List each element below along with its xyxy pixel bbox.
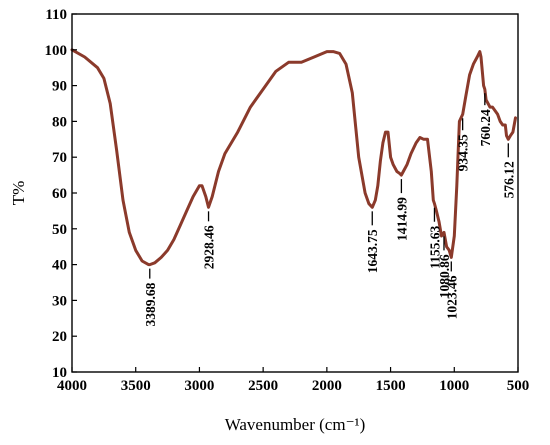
x-tick-label: 1000	[439, 378, 469, 394]
series-line	[70, 48, 517, 267]
y-axis-title: T%	[9, 181, 28, 206]
y-tick-label: 90	[52, 79, 67, 95]
y-tick-label: 110	[45, 7, 67, 23]
x-tick-label: 4000	[57, 378, 87, 394]
peak-label: 3389.68	[143, 282, 158, 326]
y-tick-label: 80	[52, 114, 67, 130]
x-tick-label: 2000	[312, 378, 342, 394]
x-tick-label: 500	[507, 378, 530, 394]
x-tick-label: 3000	[184, 378, 214, 394]
y-tick-label: 20	[52, 329, 67, 345]
y-tick-label: 100	[45, 43, 68, 59]
x-tick-label: 2500	[248, 378, 278, 394]
x-tick-label: 1500	[376, 378, 406, 394]
peak-label: 1643.75	[365, 229, 380, 273]
peak-label: 1155.63	[427, 226, 442, 269]
plot-area	[70, 48, 517, 267]
y-tick-label: 10	[52, 365, 67, 381]
x-axis-title: Wavenumber (cm⁻¹)	[225, 415, 366, 434]
peak-label: 934.35	[456, 134, 471, 171]
y-tick-label: 40	[52, 258, 67, 274]
y-axis: 10 20 30 40 50 60 70 80 90 100 110	[45, 7, 77, 381]
y-tick-label: 60	[52, 186, 67, 202]
peak-label: 2928.46	[202, 225, 217, 269]
peak-label: 1023.46	[444, 275, 459, 319]
y-tick-label: 30	[52, 293, 67, 309]
peak-label: 760.24	[478, 109, 493, 146]
peak-annotations: 3389.68 2928.46 1643.75 1414.99 1155.631080.…	[143, 93, 516, 326]
y-tick-label: 70	[52, 150, 67, 166]
x-tick-label: 3500	[121, 378, 151, 394]
x-axis: 4000 3500 3000 2500 2000 1500 1000 500	[57, 367, 529, 394]
peak-label: 1414.99	[394, 197, 409, 241]
peak-label: 576.12	[501, 161, 516, 198]
peak-label: 1080.86	[437, 254, 452, 298]
y-tick-label: 50	[52, 222, 67, 238]
